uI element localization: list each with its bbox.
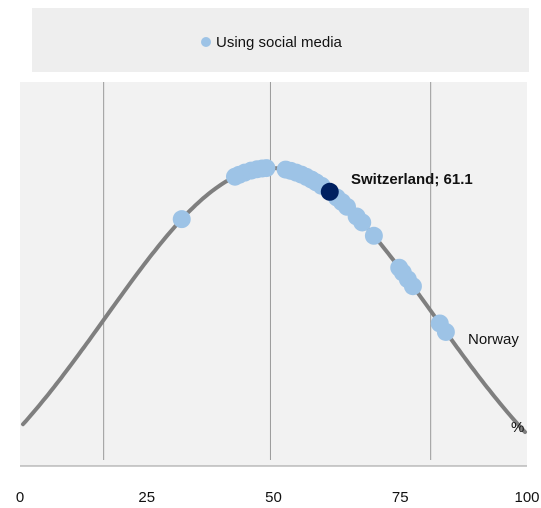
data-point bbox=[172, 210, 191, 229]
plot-area bbox=[20, 82, 527, 466]
x-tick-label: 0 bbox=[16, 489, 24, 506]
data-points bbox=[172, 159, 455, 341]
data-point bbox=[257, 159, 276, 178]
highlight-point bbox=[320, 182, 339, 201]
data-point bbox=[436, 322, 455, 341]
x-ticks: 0 25 50 75 100 bbox=[16, 489, 540, 506]
x-tick-label: 75 bbox=[392, 489, 409, 506]
gridlines bbox=[103, 82, 432, 460]
x-tick-label: 50 bbox=[265, 489, 282, 506]
x-tick-label: 25 bbox=[138, 489, 155, 506]
legend-label: Using social media bbox=[216, 34, 343, 51]
legend-box bbox=[32, 8, 529, 72]
data-point bbox=[364, 226, 383, 245]
annotation-switzerland: Switzerland; 61.1 bbox=[351, 171, 473, 188]
unit-label: % bbox=[511, 419, 524, 436]
x-tick-label: 100 bbox=[514, 489, 539, 506]
data-point bbox=[353, 213, 372, 232]
data-point bbox=[403, 277, 422, 296]
legend-marker bbox=[201, 37, 211, 47]
annotation-norway: Norway bbox=[468, 331, 519, 348]
